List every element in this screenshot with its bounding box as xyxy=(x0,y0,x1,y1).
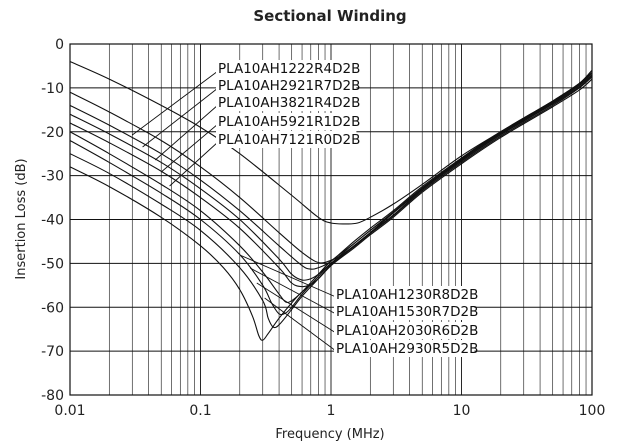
series-label-background xyxy=(334,340,475,357)
series-leader-line xyxy=(131,70,219,136)
y-tick-label: -40 xyxy=(41,213,64,229)
series-leader-line xyxy=(160,123,219,173)
x-axis-label: Frequency (MHz) xyxy=(275,427,384,442)
series-line xyxy=(69,74,593,304)
tick-labels: 0.01 0.1 1 10 100 0 -10 -20 -30 -40 -50 -60 -70 -80 xyxy=(41,37,605,419)
y-tick-label: 0 xyxy=(55,37,64,53)
series-leader-line xyxy=(154,104,219,161)
series-label: PLA10AH7121R0D2B xyxy=(218,132,360,148)
series-label-background xyxy=(334,322,475,339)
x-tick-label: 10 xyxy=(453,403,471,419)
series-leader-line xyxy=(256,282,337,334)
series-label-background xyxy=(334,286,475,303)
series-label: PLA10AH1230R8D2B xyxy=(336,287,478,303)
x-tick-label: 100 xyxy=(579,403,606,419)
series-leader-line xyxy=(142,87,219,148)
y-tick-label: -50 xyxy=(41,256,64,272)
series-leader-line xyxy=(169,141,219,187)
series-label-background xyxy=(216,60,357,77)
series-label-background xyxy=(216,131,357,148)
series-label: PLA10AH3821R4D2B xyxy=(218,95,360,111)
series-label-background xyxy=(216,77,357,94)
x-tick-label: 0.01 xyxy=(54,403,85,419)
series-label: PLA10AH5921R1D2B xyxy=(218,114,360,130)
chart-title: Sectional Winding xyxy=(253,7,406,25)
plot-frame xyxy=(69,43,593,396)
y-tick-label: -30 xyxy=(41,169,64,185)
series-label: PLA10AH2921R7D2B xyxy=(218,78,360,94)
y-tick-label: -60 xyxy=(41,300,64,316)
y-tick-label: -70 xyxy=(41,344,64,360)
x-tick-label: 0.1 xyxy=(189,403,211,419)
series-leader-line xyxy=(264,297,337,352)
series-label-background xyxy=(216,113,357,130)
series-label: PLA10AH2030R6D2B xyxy=(336,323,478,339)
series-label-layer: PLA10AH1222R4D2BPLA10AH2921R7D2BPLA10AH3… xyxy=(131,60,478,357)
series-leader-line xyxy=(249,267,337,315)
series-leader-line xyxy=(239,254,337,298)
series-line xyxy=(69,76,593,329)
series-line xyxy=(69,78,593,341)
series-label-background xyxy=(334,303,475,320)
y-tick-label: -10 xyxy=(41,81,64,97)
x-tick-label: 1 xyxy=(327,403,336,419)
series-label: PLA10AH2930R5D2B xyxy=(336,341,478,357)
y-tick-label: -80 xyxy=(41,388,64,404)
series-label: PLA10AH1222R4D2B xyxy=(218,61,360,77)
y-axis-label: Insertion Loss (dB) xyxy=(14,158,29,279)
y-tick-label: -20 xyxy=(41,125,64,141)
curve-layer xyxy=(69,61,593,341)
series-label: PLA10AH1530R7D2B xyxy=(336,304,478,320)
series-label-background xyxy=(216,94,357,111)
